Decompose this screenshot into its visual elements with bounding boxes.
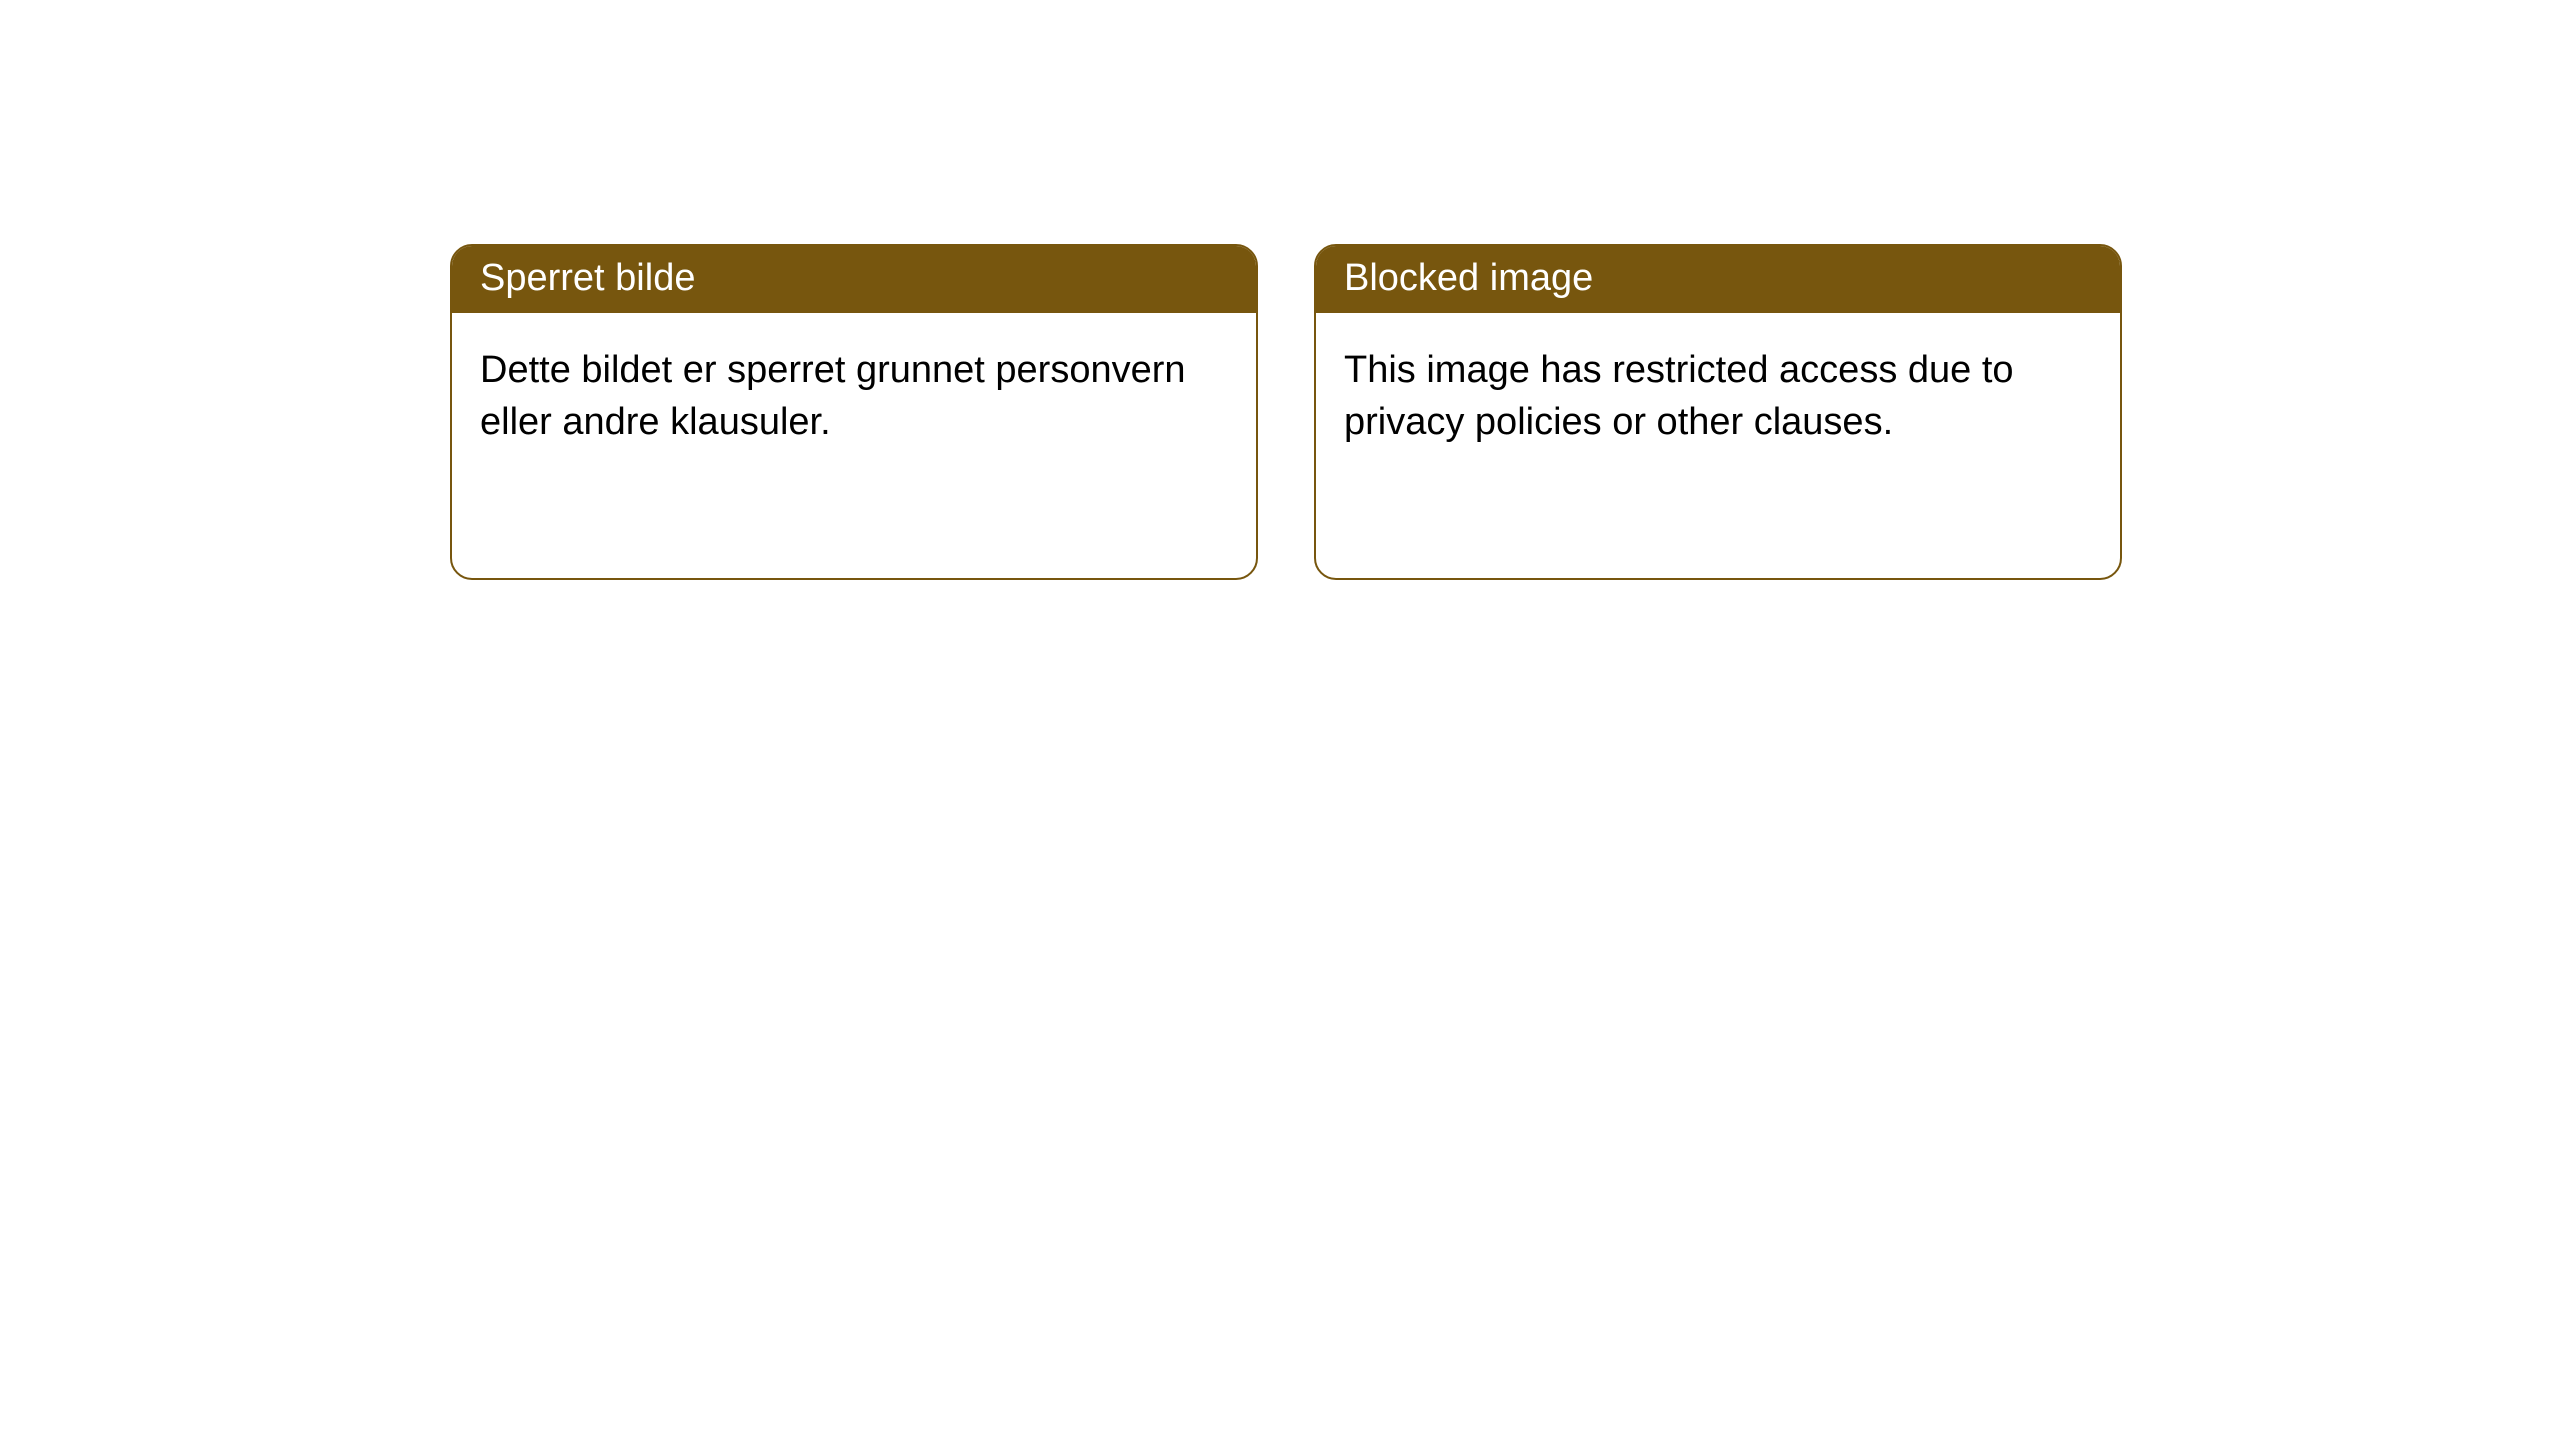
notice-container: Sperret bilde Dette bildet er sperret gr… [0, 0, 2560, 580]
card-header: Sperret bilde [452, 246, 1256, 313]
blocked-image-card-no: Sperret bilde Dette bildet er sperret gr… [450, 244, 1258, 580]
card-header: Blocked image [1316, 246, 2120, 313]
blocked-image-card-en: Blocked image This image has restricted … [1314, 244, 2122, 580]
card-body-text: Dette bildet er sperret grunnet personve… [452, 313, 1256, 480]
card-body-text: This image has restricted access due to … [1316, 313, 2120, 480]
